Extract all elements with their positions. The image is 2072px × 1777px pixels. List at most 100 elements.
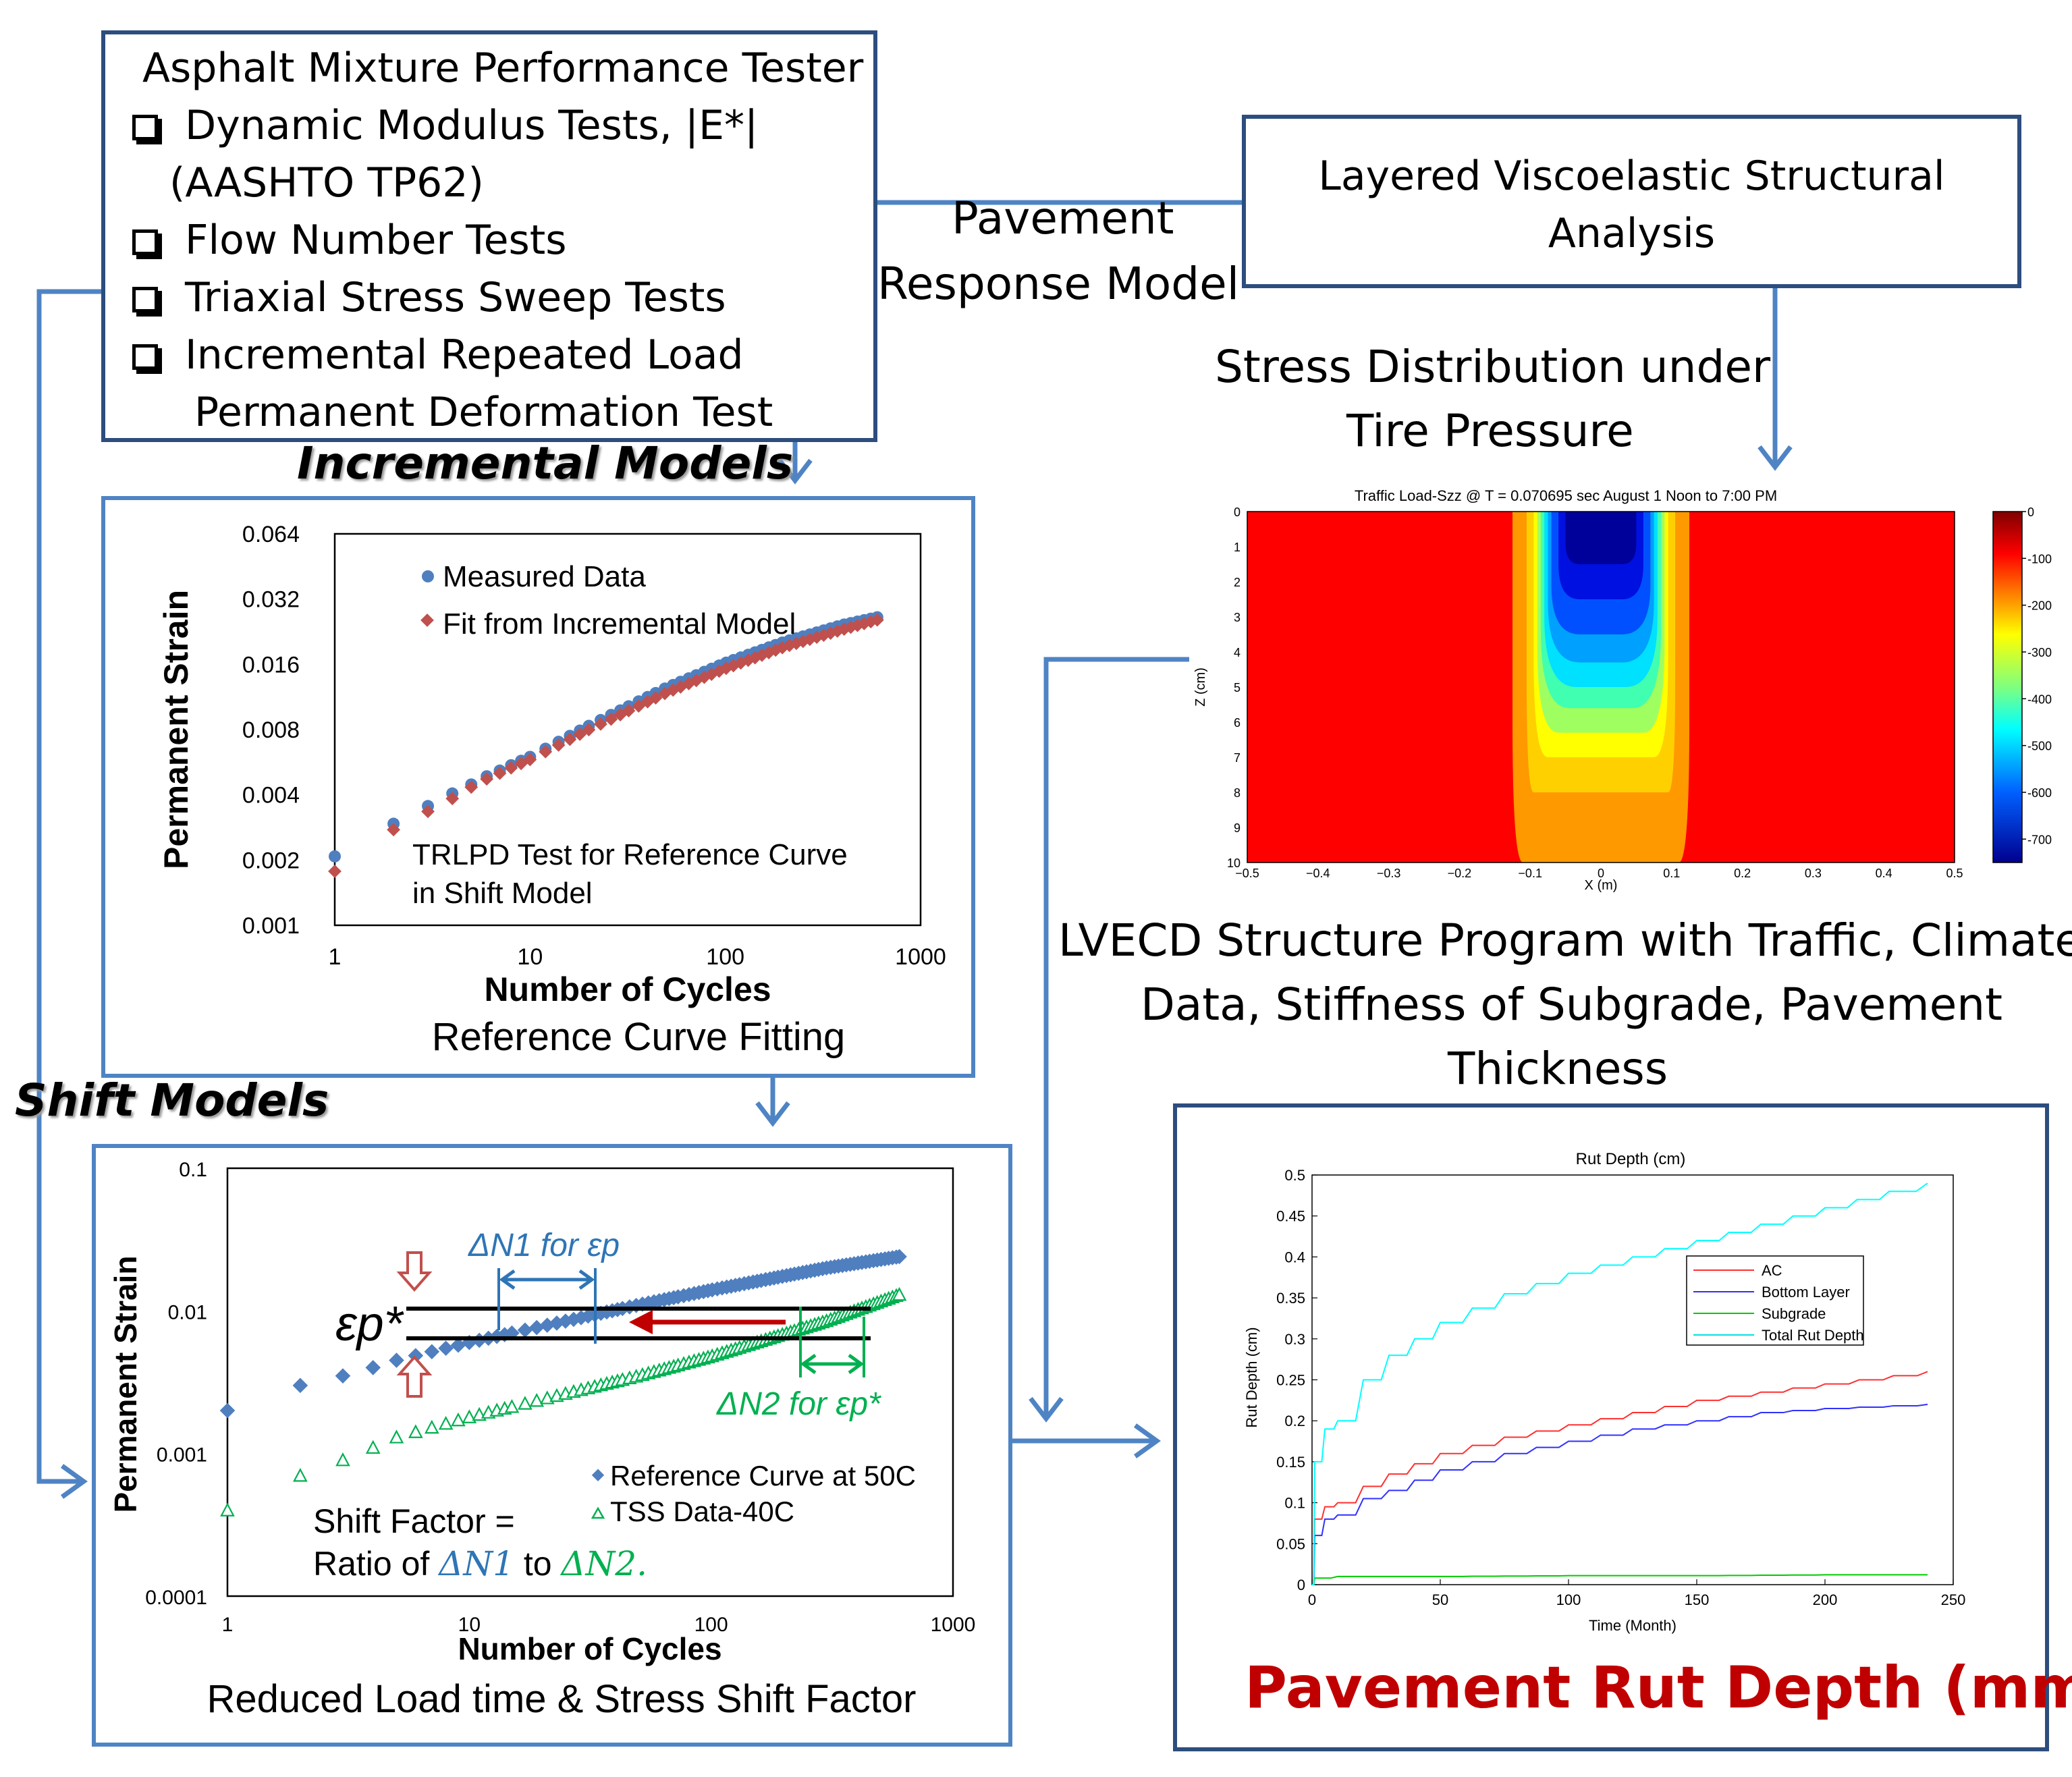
reference-point bbox=[365, 1360, 381, 1375]
y-tick-label: 0.002 bbox=[242, 848, 300, 873]
y-tick-label: 0.01 bbox=[168, 1301, 207, 1323]
x-tick-label: 10 bbox=[458, 1614, 481, 1636]
reference-point bbox=[438, 1340, 454, 1357]
y-tick-label: 0.4 bbox=[1284, 1249, 1305, 1265]
reference-point bbox=[335, 1368, 351, 1384]
dn2-arrow-head-right bbox=[848, 1353, 865, 1375]
legend-measured: Measured Data bbox=[443, 560, 646, 593]
arrow-triaxial-to-shift bbox=[36, 289, 128, 1484]
y-tick-label: 9 bbox=[1234, 821, 1241, 835]
colorbar-label: -600 bbox=[2027, 786, 2052, 800]
y-tick-label: 0.0001 bbox=[145, 1587, 207, 1609]
y-tick-label: 0.05 bbox=[1276, 1535, 1305, 1552]
fit-point bbox=[539, 744, 553, 759]
x-tick-label: 1 bbox=[222, 1614, 234, 1636]
fit-point bbox=[328, 865, 342, 878]
lvecd-line1: LVECD Structure Program with Traffic, Cl… bbox=[1058, 914, 2072, 966]
y-tick-label: 0.016 bbox=[242, 652, 300, 678]
legend-ac: AC bbox=[1762, 1262, 1782, 1279]
heatmap-frame bbox=[1247, 511, 1955, 863]
rut-caption: Pavement Rut Depth (mm) bbox=[1245, 1654, 2072, 1722]
rut-depth-chart: Rut Depth (cm) 0 50 100 150 200 250 0.5 0.45 0.4… bbox=[1243, 1150, 1966, 1634]
x-tick-label: 10 bbox=[517, 944, 543, 970]
rut-series-line bbox=[1312, 1371, 1928, 1585]
legend-fit: Fit from Incremental Model bbox=[443, 607, 796, 640]
checkbox-icon bbox=[132, 229, 158, 256]
heatmap-ylabel: Z (cm) bbox=[1193, 667, 1208, 707]
checkbox-icon bbox=[132, 115, 158, 141]
y-tick-label: 0.008 bbox=[242, 717, 300, 743]
x-tick-label: 0.2 bbox=[1734, 867, 1751, 880]
legend-bottom: Bottom Layer bbox=[1762, 1284, 1850, 1301]
response-model-line1: Pavement bbox=[952, 192, 1174, 244]
fit-point bbox=[604, 712, 618, 726]
y-tick-label: 6 bbox=[1234, 716, 1241, 730]
rut-series-line bbox=[1312, 1574, 1928, 1585]
y-tick-label: 0.1 bbox=[179, 1159, 207, 1181]
x-tick-label: 1000 bbox=[895, 944, 946, 970]
lvecd-line2: Data, Stiffness of Subgrade, Pavement bbox=[1141, 979, 2003, 1031]
tss-point bbox=[335, 1452, 350, 1467]
colorbar bbox=[1992, 511, 2023, 863]
y-tick-label: 0.15 bbox=[1276, 1454, 1305, 1471]
y-tick-label: 0.45 bbox=[1276, 1208, 1305, 1225]
dn2-arrow-head-left bbox=[800, 1353, 817, 1375]
x-tick-label: 200 bbox=[1813, 1591, 1838, 1608]
down-arrow-icon bbox=[396, 1251, 433, 1292]
chart2-caption: Reduced Load time & Stress Shift Factor bbox=[207, 1677, 917, 1721]
lvecd-line3: Thickness bbox=[1448, 1043, 1668, 1095]
arrow-lve-to-stress-head bbox=[1757, 445, 1793, 471]
y-tick-label: 3 bbox=[1234, 611, 1241, 624]
x-tick-label: 150 bbox=[1685, 1591, 1710, 1608]
dn1-arrow-head-left bbox=[499, 1269, 516, 1290]
amp-item-2: Flow Number Tests bbox=[132, 217, 567, 264]
colorbar-label: 0 bbox=[2027, 505, 2034, 519]
x-tick-label: 0 bbox=[1598, 867, 1604, 880]
legend-marker-tss bbox=[591, 1506, 605, 1519]
incremental-models-label: Incremental Models bbox=[297, 437, 794, 489]
dn1-arrow-head-right bbox=[578, 1269, 595, 1290]
x-tick-label: −0.2 bbox=[1448, 867, 1472, 880]
reference-point bbox=[517, 1322, 533, 1338]
colorbar-label: -500 bbox=[2027, 740, 2052, 753]
chart1-xlabel: Number of Cycles bbox=[484, 970, 771, 1008]
x-tick-label: −0.3 bbox=[1377, 867, 1401, 880]
x-tick-label: 100 bbox=[694, 1614, 728, 1636]
y-tick-label: 0.35 bbox=[1276, 1290, 1305, 1307]
amp-title: Asphalt Mixture Performance Tester bbox=[142, 45, 864, 92]
y-tick-label: 1 bbox=[1234, 541, 1241, 554]
shift-factor-line1: Shift Factor = bbox=[313, 1502, 515, 1540]
shift-arrow-head bbox=[629, 1310, 653, 1334]
lve-line2: Analysis bbox=[1548, 210, 1716, 257]
y-tick-label: 10 bbox=[1227, 856, 1241, 870]
tss-point bbox=[451, 1412, 466, 1427]
arrow-stress-to-rut bbox=[1043, 657, 1189, 1417]
x-tick-label: 0.3 bbox=[1805, 867, 1822, 880]
heatmap-xlabel: X (m) bbox=[1585, 878, 1618, 893]
legend-reference: Reference Curve at 50C bbox=[610, 1460, 916, 1492]
tss-point bbox=[462, 1409, 477, 1423]
y-tick-label: 0.032 bbox=[242, 587, 300, 613]
tss-point bbox=[438, 1415, 454, 1430]
y-tick-label: 0.004 bbox=[242, 783, 300, 809]
amp-item-4: Incremental Repeated Load bbox=[132, 331, 744, 379]
y-tick-label: 0.25 bbox=[1276, 1372, 1305, 1389]
checkbox-icon bbox=[132, 287, 158, 313]
colorbar-label: -300 bbox=[2027, 646, 2052, 659]
ep-annotation: εp* bbox=[335, 1297, 404, 1351]
x-tick-label: 0 bbox=[1308, 1591, 1316, 1608]
y-tick-label: 4 bbox=[1234, 646, 1241, 659]
tss-point bbox=[220, 1502, 235, 1516]
tss-point bbox=[425, 1419, 439, 1434]
y-tick-label: 0.5 bbox=[1284, 1167, 1305, 1184]
stress-caption-line2: Tire Pressure bbox=[1346, 405, 1634, 457]
shift-box: 1 10 100 1000 0.1 0.01 0.001 0.0001 ΔN1 for εp … bbox=[92, 1144, 1012, 1747]
chart2-xlabel: Number of Cycles bbox=[458, 1631, 721, 1666]
stress-contour bbox=[1565, 512, 1637, 564]
x-tick-label: 250 bbox=[1941, 1591, 1966, 1608]
tss-point bbox=[504, 1398, 520, 1413]
fit-point bbox=[493, 766, 507, 780]
legend-total: Total Rut Depth bbox=[1762, 1327, 1864, 1344]
chart2-plot-area bbox=[226, 1167, 954, 1597]
arrow-shift-to-rut-head bbox=[1133, 1423, 1161, 1458]
